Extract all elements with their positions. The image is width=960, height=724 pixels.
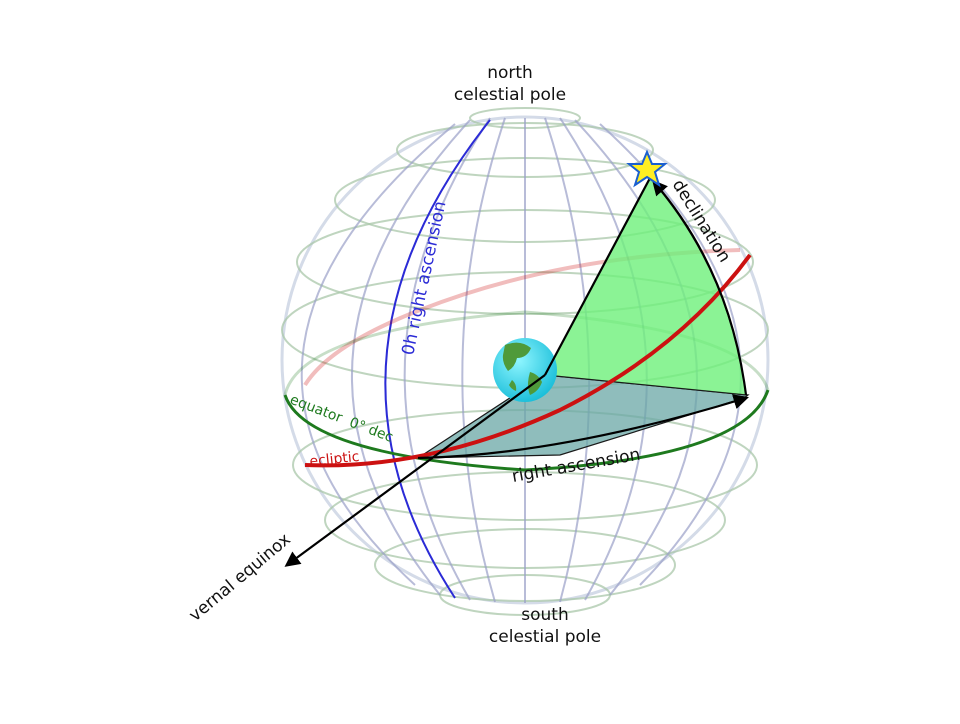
north-pole-line1: north [487,63,533,83]
ecliptic-label: ecliptic [309,449,360,470]
star-direction-line [544,177,651,376]
north-pole-line2: celestial pole [453,85,567,105]
right-ascension-arrow [417,394,749,460]
south-pole-line1: south [521,605,569,625]
south-pole-label: south celestial pole [465,604,625,648]
vernal-equinox-arrow [284,374,546,567]
north-pole-label: north celestial pole [430,62,590,106]
declination-arrow [651,179,748,396]
zero-h-meridian [384,119,491,599]
equator-line [283,389,770,472]
ecliptic-line [304,253,752,468]
earth-globe-icon [493,338,557,402]
star-icon [626,149,668,188]
south-pole-line2: celestial pole [488,627,602,647]
vernal-equinox-label: vernal equinox [185,530,294,626]
